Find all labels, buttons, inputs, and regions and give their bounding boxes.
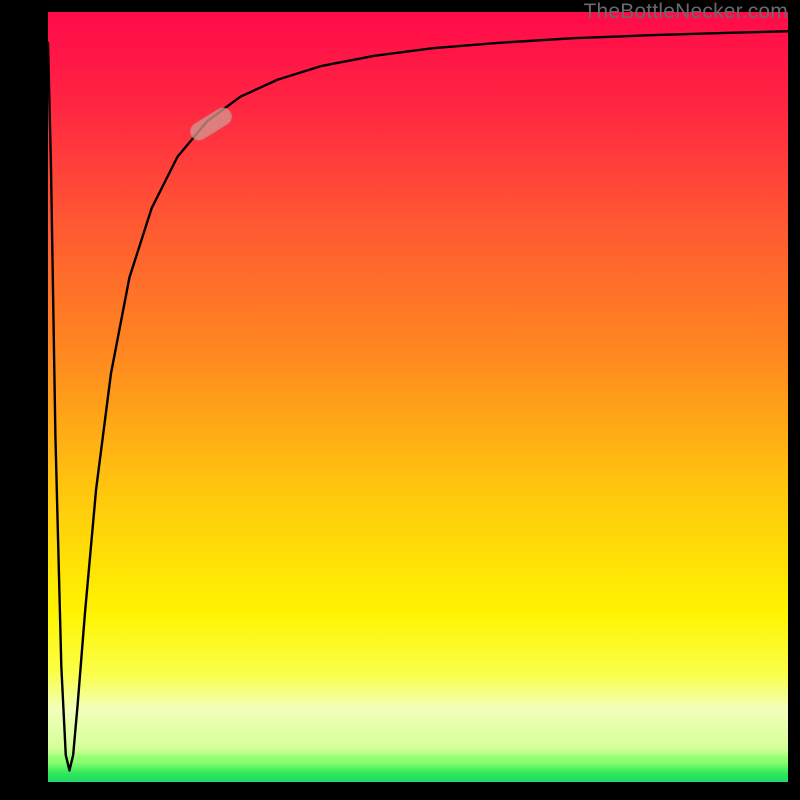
bottleneck-curve-path xyxy=(48,31,788,770)
frame-bottom xyxy=(0,782,800,800)
watermark-text: TheBottleNecker.com xyxy=(583,0,788,24)
frame-right xyxy=(788,0,800,800)
plot-area xyxy=(48,12,788,782)
frame-left xyxy=(0,0,48,800)
bottleneck-curve xyxy=(48,12,788,782)
